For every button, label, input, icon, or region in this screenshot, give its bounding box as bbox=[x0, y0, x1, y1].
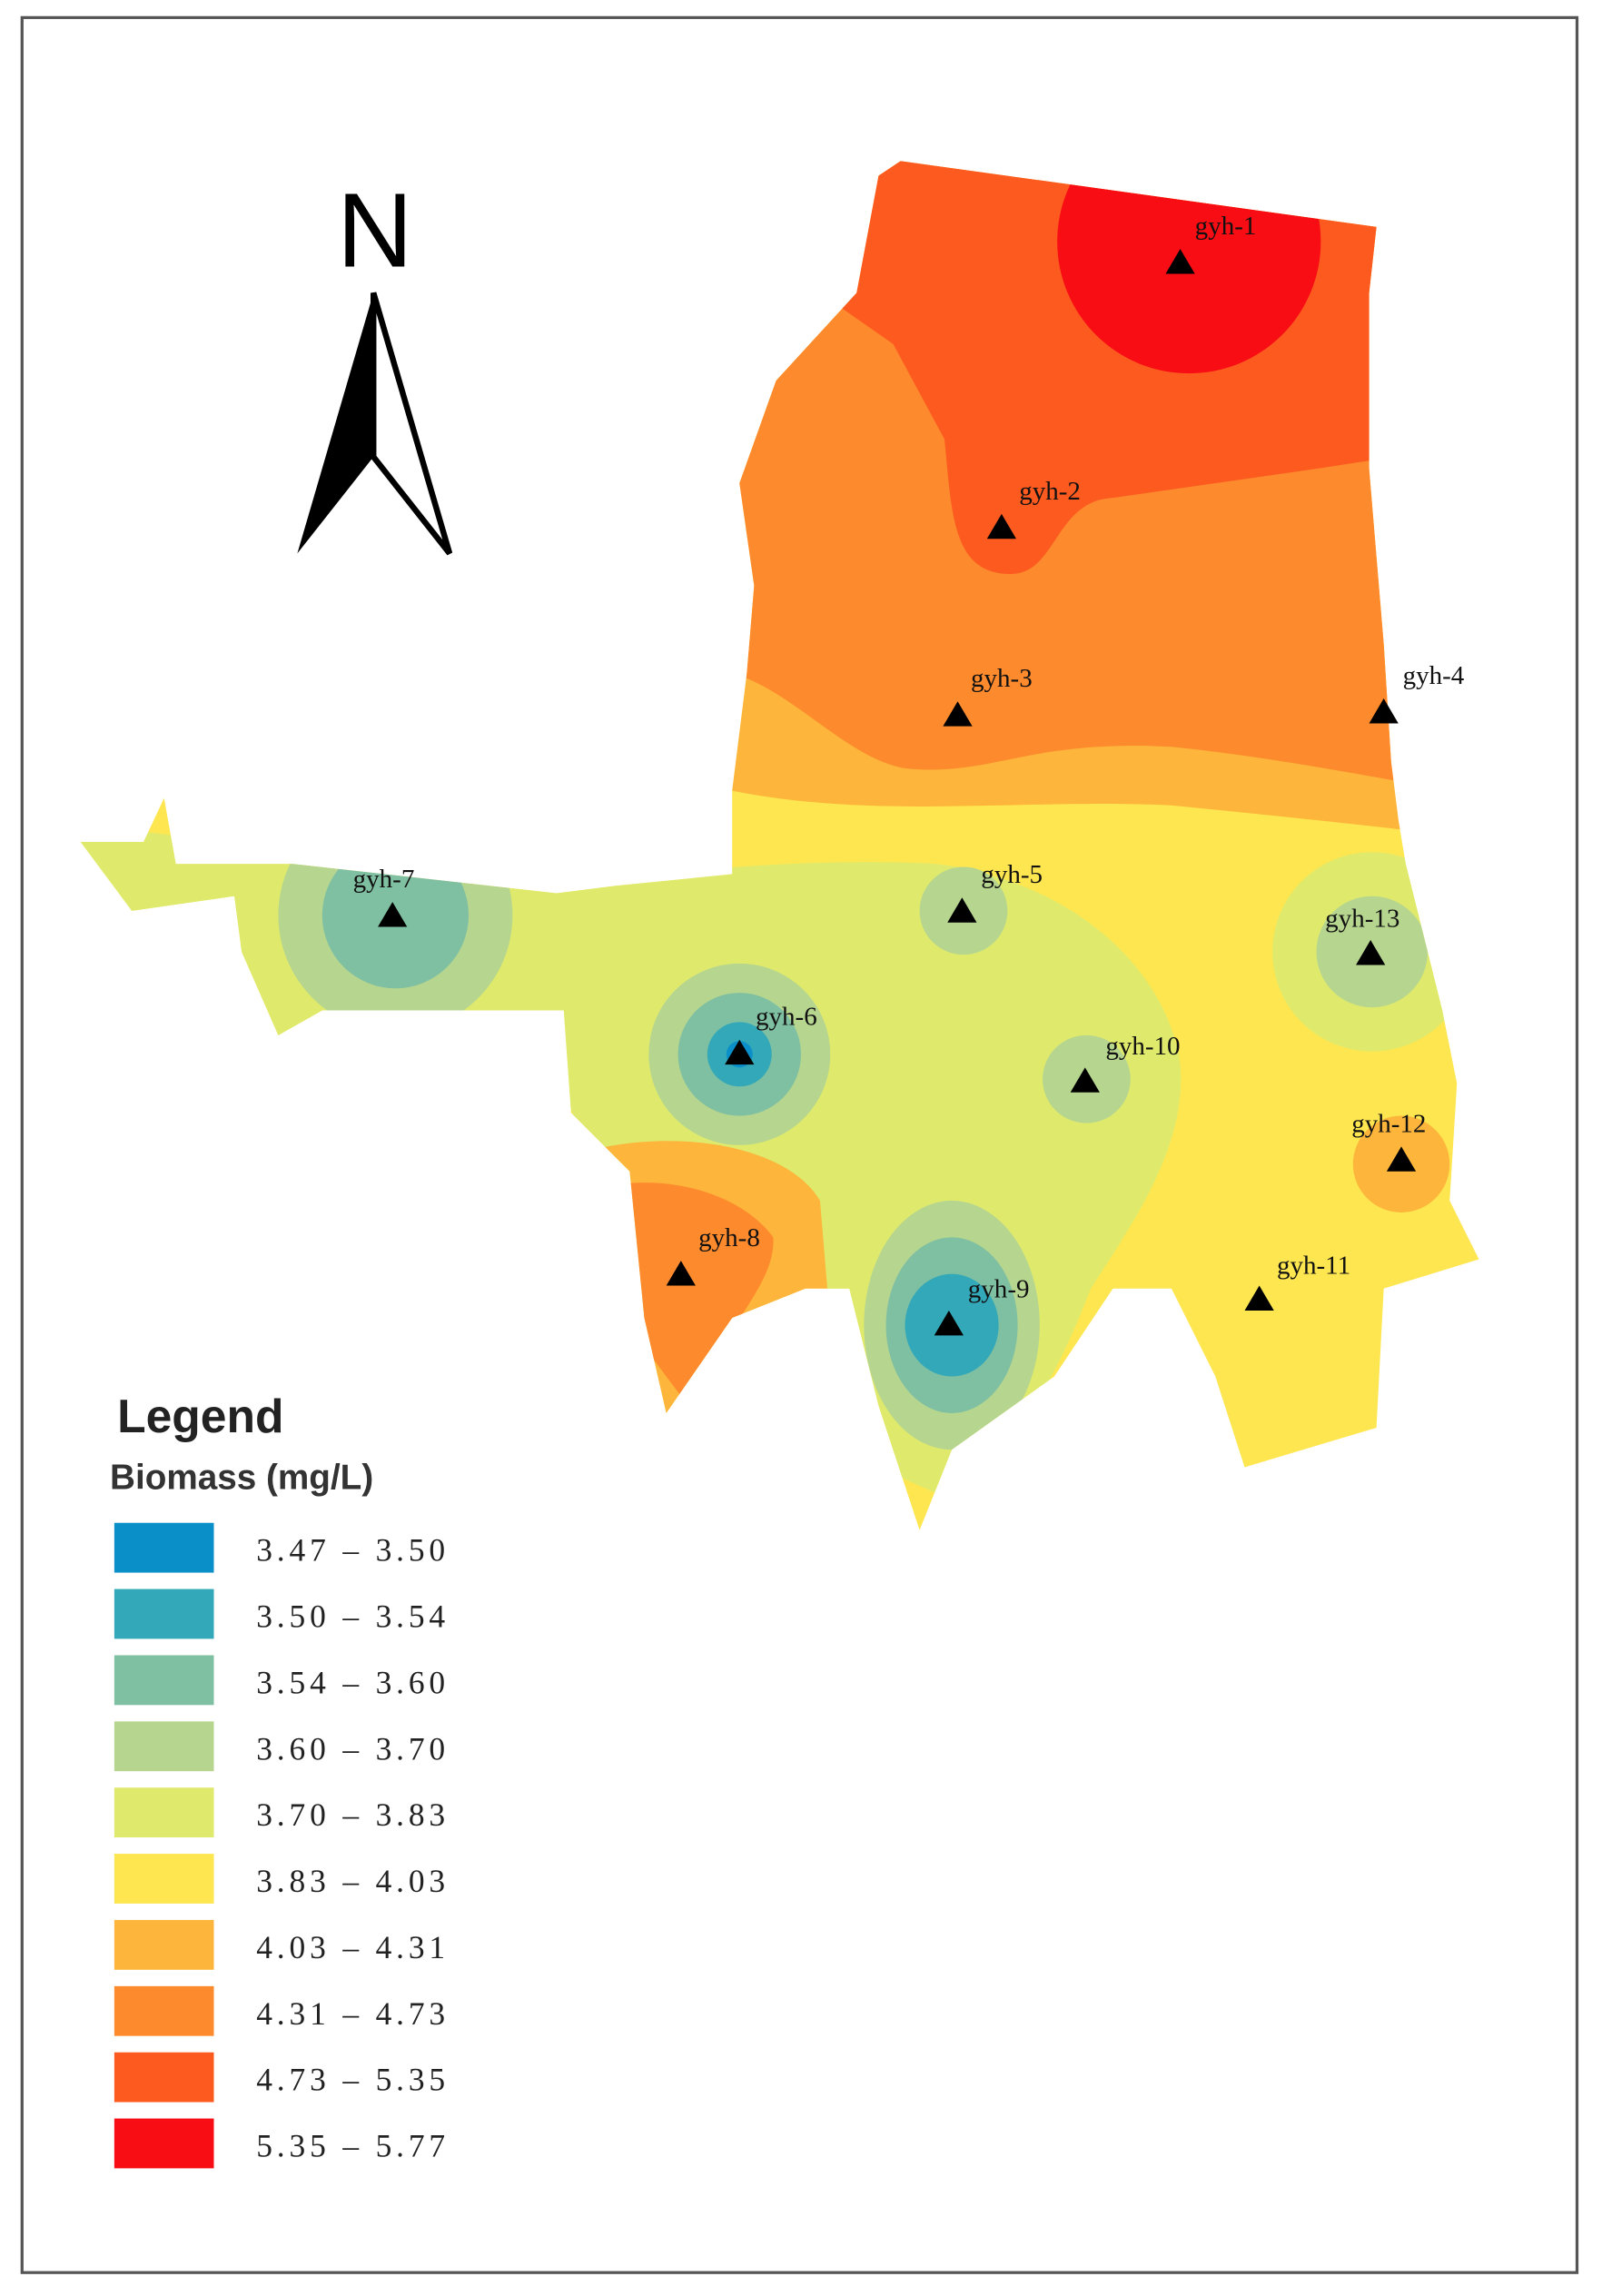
station-label: gyh-13 bbox=[1325, 905, 1399, 934]
legend-label: 3.70 – 3.83 bbox=[256, 1796, 450, 1833]
station-marker bbox=[1386, 1146, 1417, 1172]
station-label: gyh-4 bbox=[1403, 661, 1465, 690]
legend-title: Legend bbox=[117, 1390, 283, 1442]
legend-swatch bbox=[114, 1919, 214, 1970]
legend-swatch bbox=[114, 1787, 214, 1838]
legend-label: 3.83 – 4.03 bbox=[256, 1863, 450, 1899]
surface bbox=[80, 161, 1479, 1530]
legend-swatch bbox=[114, 2052, 214, 2103]
station-label: gyh-9 bbox=[968, 1274, 1030, 1303]
station-label: gyh-2 bbox=[1019, 477, 1081, 506]
legend-swatch bbox=[114, 1985, 214, 2036]
station-label: gyh-8 bbox=[698, 1223, 760, 1252]
legend-label: 4.31 – 4.73 bbox=[256, 1995, 450, 2032]
legend-swatch bbox=[114, 1522, 214, 1573]
zone bbox=[1057, 161, 1321, 374]
station-label: gyh-5 bbox=[981, 860, 1043, 889]
station-label: gyh-3 bbox=[971, 664, 1033, 693]
legend-swatch bbox=[114, 1588, 214, 1639]
legend-label: 3.60 – 3.70 bbox=[256, 1730, 450, 1767]
legend-label: 3.54 – 3.60 bbox=[256, 1664, 450, 1700]
station-marker bbox=[1165, 249, 1195, 274]
north-label: N bbox=[337, 171, 413, 289]
legend-label: 5.35 – 5.77 bbox=[256, 2128, 450, 2164]
legend-label: 3.47 – 3.50 bbox=[256, 1532, 450, 1569]
station-marker bbox=[986, 513, 1016, 539]
station-label: gyh-12 bbox=[1351, 1109, 1426, 1138]
legend-label: 4.73 – 5.35 bbox=[256, 2062, 450, 2098]
legend-label: 4.03 – 4.31 bbox=[256, 1929, 450, 1965]
station-marker bbox=[943, 701, 973, 727]
legend-swatch bbox=[114, 1854, 214, 1904]
north-arrow: N bbox=[297, 171, 453, 556]
station-marker bbox=[378, 902, 408, 927]
frame bbox=[20, 15, 1579, 2274]
station-label: gyh-7 bbox=[353, 865, 415, 894]
arrow-right bbox=[371, 292, 453, 556]
station-marker bbox=[1356, 940, 1386, 965]
station-marker bbox=[1369, 698, 1399, 724]
station-marker bbox=[666, 1261, 696, 1286]
arrow-left bbox=[297, 292, 374, 554]
station-marker bbox=[725, 1039, 755, 1065]
station-marker bbox=[934, 1310, 964, 1336]
station-label: gyh-6 bbox=[756, 1003, 817, 1032]
station-label: gyh-10 bbox=[1105, 1032, 1180, 1061]
legend: Legend Biomass (mg/L) 3.47 – 3.50 3.50 – … bbox=[110, 1390, 450, 2169]
station-label: gyh-11 bbox=[1277, 1252, 1350, 1281]
station-marker bbox=[947, 897, 977, 923]
zone bbox=[629, 1183, 774, 1406]
stations: gyh-1 gyh-2 gyh-3 gyh-4 gyh-5 gyh-6 gyh-7 gyh-8… bbox=[353, 212, 1465, 1336]
legend-swatch bbox=[114, 1655, 214, 1706]
station-marker bbox=[1244, 1285, 1274, 1311]
station-label: gyh-1 bbox=[1195, 212, 1257, 241]
legend-label: 3.50 – 3.54 bbox=[256, 1598, 450, 1635]
station-marker bbox=[1070, 1067, 1100, 1093]
legend-swatch bbox=[114, 1721, 214, 1772]
legend-swatch bbox=[114, 2118, 214, 2169]
legend-subtitle: Biomass (mg/L) bbox=[110, 1459, 373, 1498]
